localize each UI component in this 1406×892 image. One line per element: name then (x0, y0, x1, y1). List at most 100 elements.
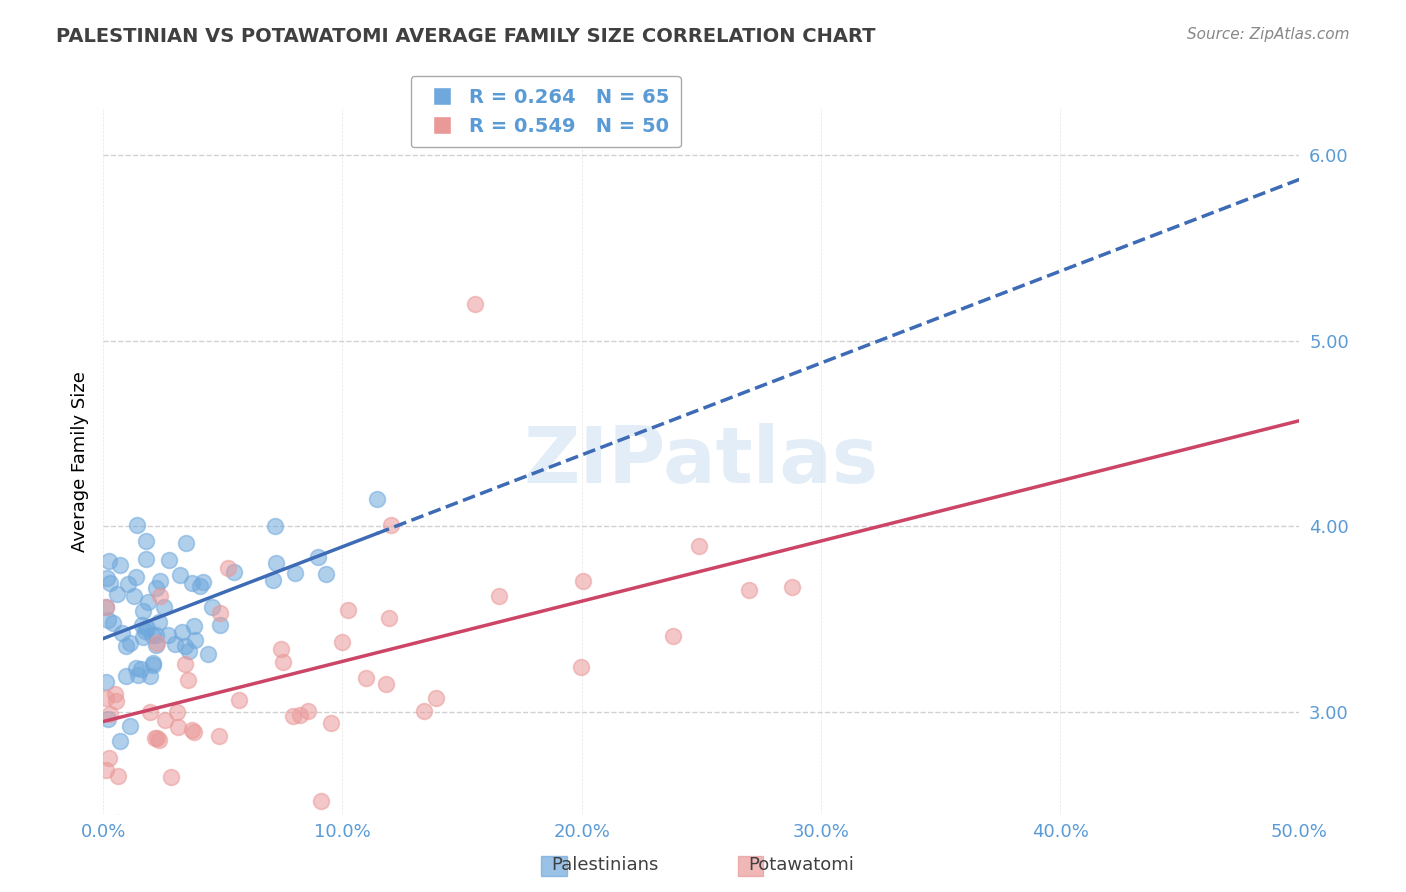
Point (114, 668, 136, 682)
Point (780, 580, 803, 594)
Point (173, 657, 195, 671)
Point (354, 672, 377, 686)
Point (120, 719, 142, 733)
Point (98, 575, 121, 590)
Point (688, 539, 710, 553)
Point (104, 687, 127, 701)
Y-axis label: Average Family Size: Average Family Size (72, 371, 89, 551)
Point (142, 657, 165, 671)
Point (309, 794, 332, 808)
Point (143, 731, 166, 745)
Point (264, 518, 287, 533)
Point (132, 630, 155, 644)
Point (222, 566, 245, 580)
Point (145, 628, 167, 642)
Point (125, 661, 148, 675)
Point (107, 769, 129, 783)
Point (124, 590, 146, 604)
Point (183, 725, 205, 739)
Point (107, 587, 129, 601)
Point (146, 636, 169, 650)
Point (217, 561, 239, 575)
Point (146, 731, 169, 745)
Point (662, 629, 685, 643)
Point (110, 734, 132, 748)
Point (375, 677, 398, 691)
Point (297, 704, 319, 718)
Point (105, 815, 128, 830)
Text: Potawatomi: Potawatomi (748, 856, 855, 874)
Point (173, 639, 195, 653)
Point (319, 715, 342, 730)
Point (145, 581, 167, 595)
Point (108, 558, 131, 572)
Point (138, 669, 160, 683)
Point (180, 575, 202, 590)
Point (148, 615, 170, 629)
Point (131, 662, 153, 676)
Point (569, 660, 592, 674)
Point (97, 613, 120, 627)
Point (94, 763, 117, 777)
Point (135, 534, 157, 549)
Text: Palestinians: Palestinians (551, 856, 658, 874)
Point (197, 647, 219, 661)
Point (115, 640, 138, 654)
Point (125, 570, 148, 584)
Point (572, 574, 595, 588)
Point (94, 674, 117, 689)
Point (288, 708, 311, 723)
Point (142, 657, 165, 672)
Legend: R = 0.264   N = 65, R = 0.549   N = 50: R = 0.264 N = 65, R = 0.549 N = 50 (411, 77, 681, 147)
Point (488, 590, 510, 604)
Point (131, 618, 153, 632)
Point (166, 705, 188, 719)
Point (337, 602, 360, 616)
Point (284, 566, 307, 580)
Point (412, 704, 434, 718)
Point (380, 518, 402, 533)
Point (262, 573, 284, 587)
Point (167, 720, 190, 734)
Point (98, 707, 121, 722)
Point (97, 554, 120, 568)
Point (264, 556, 287, 570)
Point (105, 694, 128, 708)
Point (98, 751, 121, 765)
Point (148, 733, 170, 747)
Point (183, 619, 205, 633)
Point (141, 628, 163, 642)
Point (188, 579, 211, 593)
Point (94, 599, 117, 614)
Point (208, 617, 231, 632)
Text: Source: ZipAtlas.com: Source: ZipAtlas.com (1187, 27, 1350, 42)
Point (307, 550, 329, 565)
Point (228, 693, 250, 707)
Point (118, 636, 141, 650)
Point (96, 571, 118, 585)
Point (425, 690, 447, 705)
Point (160, 770, 183, 784)
Point (138, 595, 160, 609)
Point (174, 536, 197, 550)
Point (155, 713, 177, 727)
Point (208, 729, 231, 743)
Point (145, 638, 167, 652)
Point (366, 491, 388, 506)
Point (149, 574, 172, 588)
Point (330, 634, 353, 648)
Point (201, 599, 224, 614)
Point (94, 690, 117, 705)
Point (127, 668, 149, 682)
Text: PALESTINIAN VS POTAWATOMI AVERAGE FAMILY SIZE CORRELATION CHART: PALESTINIAN VS POTAWATOMI AVERAGE FAMILY… (56, 27, 876, 45)
Point (378, 610, 401, 624)
Point (153, 599, 176, 614)
Point (315, 567, 337, 582)
Point (177, 673, 200, 687)
Point (156, 628, 179, 642)
Point (271, 655, 294, 669)
Text: ZIPatlas: ZIPatlas (524, 424, 879, 500)
Point (94, 599, 117, 614)
Point (270, 642, 292, 657)
Point (464, 296, 486, 310)
